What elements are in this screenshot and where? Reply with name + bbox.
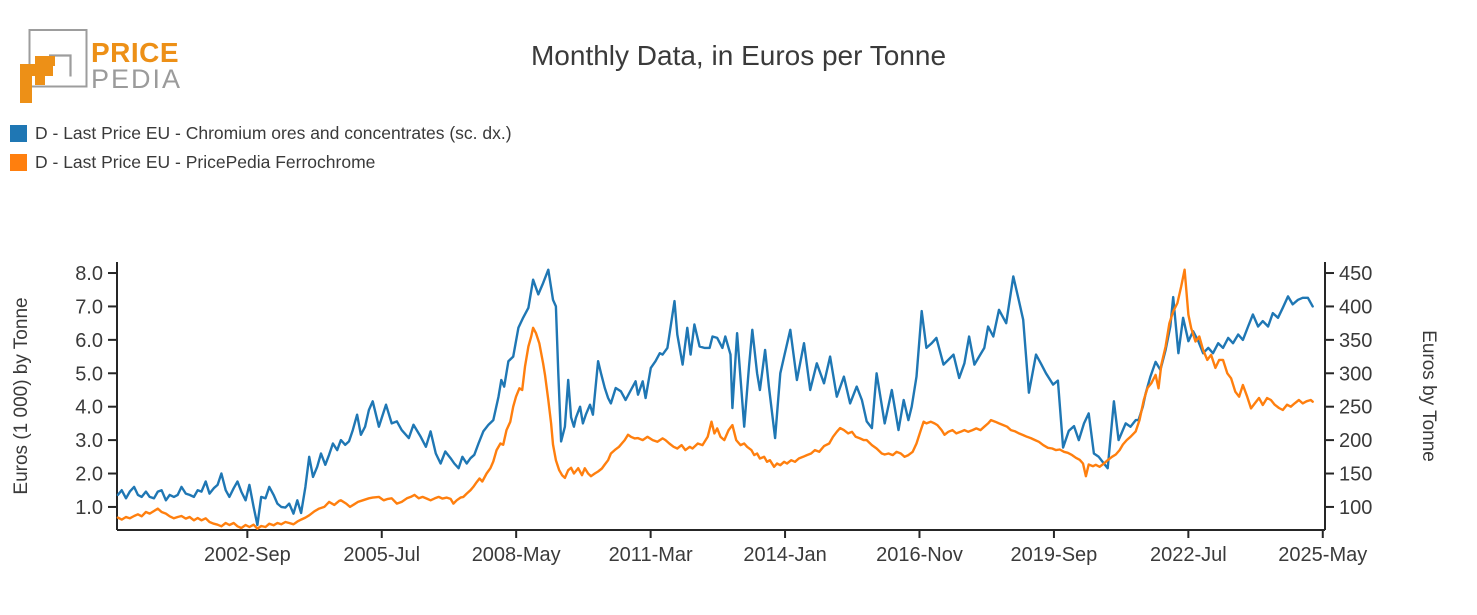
- right-tick-label: 300: [1339, 363, 1372, 385]
- logo-square-outline-icon: [28, 29, 88, 88]
- left-tick-label: 4.0: [75, 397, 103, 419]
- series-line-chromium: [116, 268, 1314, 527]
- x-tick-label: 2014-Jan: [743, 544, 826, 566]
- x-tick-label: 2008-May: [472, 544, 561, 566]
- left-tick-label: 8.0: [75, 263, 103, 285]
- logo-text-price: PRICE: [91, 37, 179, 68]
- left-tick-label: 3.0: [75, 430, 103, 452]
- x-tick-label: 2016-Nov: [876, 544, 963, 566]
- logo-text-pedia: PEDIA: [91, 64, 182, 94]
- x-tick-label: 2025-May: [1278, 544, 1367, 566]
- x-tick-label: 2002-Sep: [204, 544, 291, 566]
- x-tick-label: 2019-Sep: [1011, 544, 1098, 566]
- right-tick-label: 450: [1339, 263, 1372, 285]
- pricepedia-logo: PRICE PEDIA: [20, 29, 182, 103]
- series-line-ferrochrome: [116, 268, 1314, 530]
- left-tick-label: 5.0: [75, 363, 103, 385]
- left-tick-label: 2.0: [75, 464, 103, 486]
- left-tick-label: 6.0: [75, 330, 103, 352]
- right-tick-label: 350: [1339, 330, 1372, 352]
- left-tick-label: 7.0: [75, 296, 103, 318]
- page-title: Monthly Data, in Euros per Tonne: [530, 40, 947, 71]
- legend-swatch-blue-icon: [10, 125, 27, 142]
- legend-label-chromium: D - Last Price EU - Chromium ores and co…: [35, 123, 512, 143]
- x-tick-label: 2011-Mar: [609, 544, 693, 566]
- right-tick-label: 200: [1339, 430, 1372, 452]
- x-tick-label: 2022-Jul: [1150, 544, 1227, 566]
- x-tick-label: 2005-Jul: [343, 544, 420, 566]
- chart-legend: D - Last Price EU - Chromium ores and co…: [10, 119, 512, 177]
- right-tick-label: 400: [1339, 296, 1372, 318]
- logo-gray-bracket-icon: [49, 54, 72, 77]
- legend-item-chromium: D - Last Price EU - Chromium ores and co…: [10, 119, 512, 148]
- logo-orange-bracket-outer-icon: [20, 64, 53, 103]
- legend-swatch-orange-icon: [10, 154, 27, 171]
- right-tick-label: 250: [1339, 397, 1372, 419]
- right-tick-label: 100: [1339, 497, 1372, 519]
- legend-label-ferrochrome: D - Last Price EU - PricePedia Ferrochro…: [35, 152, 376, 172]
- left-tick-label: 1.0: [75, 497, 103, 519]
- legend-item-ferrochrome: D - Last Price EU - PricePedia Ferrochro…: [10, 148, 512, 177]
- logo-orange-bracket-inner-icon: [35, 56, 55, 85]
- right-tick-label: 150: [1339, 464, 1372, 486]
